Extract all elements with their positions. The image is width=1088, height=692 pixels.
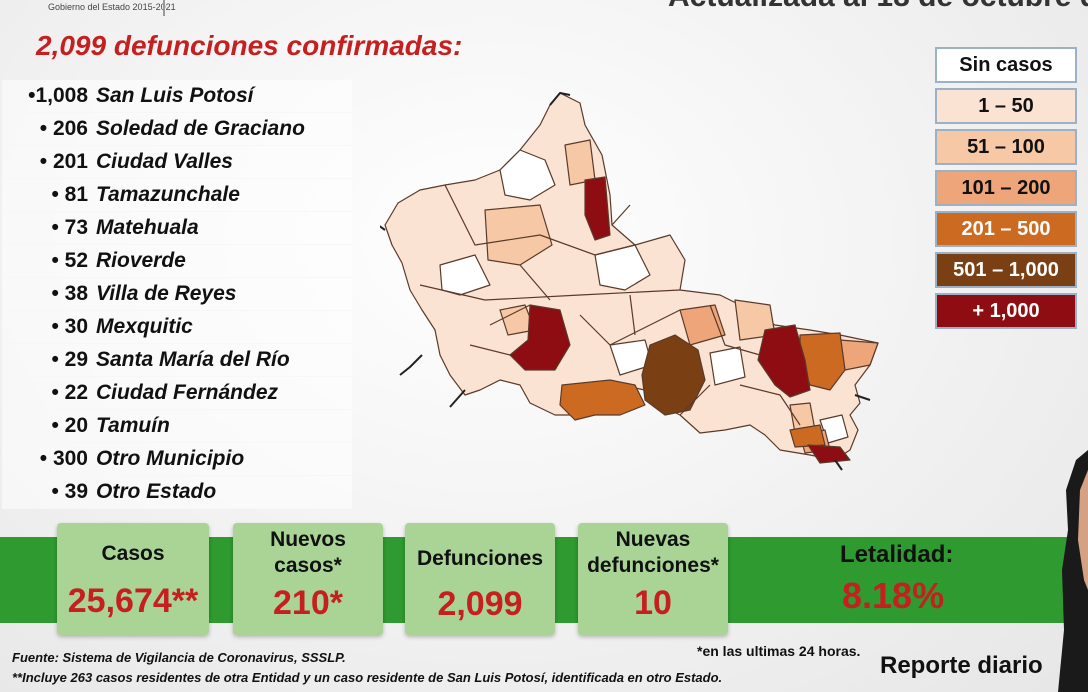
- list-item: • 29 Santa María del Río: [2, 344, 352, 377]
- footnote-note: **Incluye 263 casos residentes de otra E…: [12, 670, 723, 685]
- footnote-last-24h: *en las ultimas 24 horas.: [697, 643, 861, 659]
- muni-count: • 30: [51, 315, 88, 338]
- stat-label: Defunciones: [416, 547, 544, 570]
- update-date-text: Actualizada al 18 de octubre de: [668, 0, 1088, 14]
- muni-count: • 39: [51, 480, 88, 503]
- list-item: • 30 Mexquitic: [2, 311, 352, 344]
- muni-count: • 22: [51, 381, 88, 404]
- report-label: Reporte diario: [880, 652, 1043, 679]
- muni-name: Ciudad Valles: [96, 150, 233, 173]
- letalidad-value: 8.18%: [842, 575, 945, 616]
- stat-card-nuevas-defunciones: Nuevas defunciones* 10: [578, 523, 728, 635]
- muni-name: Ciudad Fernández: [96, 381, 279, 404]
- muni-name: Otro Estado: [96, 480, 217, 503]
- map-region: [789, 424, 826, 448]
- legend-item-101-200: 101 – 200: [935, 170, 1077, 206]
- stat-label: Nuevos: [270, 528, 346, 551]
- map-region: [509, 304, 571, 371]
- muni-count: • 52: [51, 249, 88, 272]
- legend-label: Sin casos: [959, 53, 1053, 76]
- muni-count: • 29: [51, 348, 88, 371]
- list-item: • 20 Tamuín: [2, 410, 352, 443]
- list-item: • 22 Ciudad Fernández: [2, 377, 352, 410]
- legend-item-501-1000: 501 – 1,000: [935, 252, 1077, 288]
- legend-item-sin-casos: Sin casos: [935, 47, 1077, 83]
- header-divider: [163, 0, 165, 16]
- legend-label: 1 – 50: [978, 94, 1034, 117]
- map-region: [499, 149, 556, 201]
- map-region: [484, 204, 553, 266]
- muni-count: • 206: [39, 117, 88, 140]
- legend-label: 501 – 1,000: [953, 258, 1059, 281]
- presenter-silhouette: [1058, 450, 1088, 692]
- headline-deaths: 2,099 defunciones confirmadas:: [36, 30, 463, 61]
- stat-card-nuevos-casos: Nuevos casos* 210*: [233, 523, 383, 635]
- map-legend: Sin casos 1 – 50 51 – 100 101 – 200 201 …: [935, 47, 1077, 334]
- list-item: • 39 Otro Estado: [2, 476, 352, 509]
- source-note: Fuente: Sistema de Vigilancia de Coronav…: [12, 650, 346, 665]
- muni-count: • 38: [51, 282, 88, 305]
- list-item: • 206 Soledad de Graciano: [2, 113, 352, 146]
- letalidad-label: Letalidad:: [840, 541, 954, 568]
- muni-name: Villa de Reyes: [96, 282, 237, 305]
- list-item: •1,008 San Luis Potosí: [2, 80, 352, 113]
- list-item: • 38 Villa de Reyes: [2, 278, 352, 311]
- muni-count: • 73: [51, 216, 88, 239]
- muni-name: Rioverde: [96, 249, 186, 272]
- list-item: • 52 Rioverde: [2, 245, 352, 278]
- stat-label: casos*: [274, 554, 342, 577]
- map-region: [839, 339, 879, 371]
- stat-value: 10: [634, 584, 672, 622]
- muni-name: Tamuín: [96, 414, 170, 437]
- stat-value: 2,099: [437, 585, 523, 623]
- header-org-text: Gobierno del Estado 2015-2021: [48, 2, 176, 12]
- muni-count: • 201: [39, 150, 88, 173]
- stat-card-casos: Casos 25,674**: [57, 523, 209, 635]
- muni-name: San Luis Potosí: [96, 84, 254, 107]
- stat-label: Nuevas: [615, 528, 691, 551]
- legend-item-51-100: 51 – 100: [935, 129, 1077, 165]
- muni-count: • 81: [51, 183, 88, 206]
- stat-card-defunciones: Defunciones 2,099: [405, 523, 555, 635]
- state-choropleth-map: [380, 92, 879, 471]
- list-item: • 73 Matehuala: [2, 212, 352, 245]
- map-region: [559, 379, 646, 421]
- legend-item-1000-plus: + 1,000: [935, 293, 1077, 329]
- muni-name: Matehuala: [96, 216, 199, 239]
- muni-count: •1,008: [28, 84, 88, 107]
- muni-name: Santa María del Río: [96, 348, 290, 371]
- muni-name: Otro Municipio: [96, 447, 245, 470]
- map-region: [439, 254, 491, 296]
- legend-label: 51 – 100: [967, 135, 1045, 158]
- map-region: [584, 176, 611, 241]
- stat-label: Casos: [101, 542, 165, 565]
- legend-item-1-50: 1 – 50: [935, 88, 1077, 124]
- legend-label: 101 – 200: [961, 176, 1051, 199]
- list-item: • 81 Tamazunchale: [2, 179, 352, 212]
- legend-label: 201 – 500: [961, 217, 1051, 240]
- muni-count: • 20: [51, 414, 88, 437]
- map-region: [709, 346, 746, 386]
- stat-value: 210*: [273, 584, 343, 622]
- stat-value: 25,674**: [67, 582, 199, 620]
- municipality-list: •1,008 San Luis Potosí • 206 Soledad de Gr…: [2, 80, 352, 509]
- muni-name: Tamazunchale: [96, 183, 240, 206]
- legend-item-201-500: 201 – 500: [935, 211, 1077, 247]
- muni-count: • 300: [39, 447, 88, 470]
- legend-label: + 1,000: [972, 299, 1040, 322]
- map-region: [807, 444, 851, 464]
- muni-name: Soledad de Graciano: [96, 117, 305, 140]
- stat-label: defunciones*: [587, 554, 719, 577]
- map-region: [757, 324, 811, 398]
- list-item: • 201 Ciudad Valles: [2, 146, 352, 179]
- muni-name: Mexquitic: [96, 315, 193, 338]
- map-region: [641, 334, 706, 416]
- list-item: • 300 Otro Municipio: [2, 443, 352, 476]
- map-region: [564, 139, 596, 186]
